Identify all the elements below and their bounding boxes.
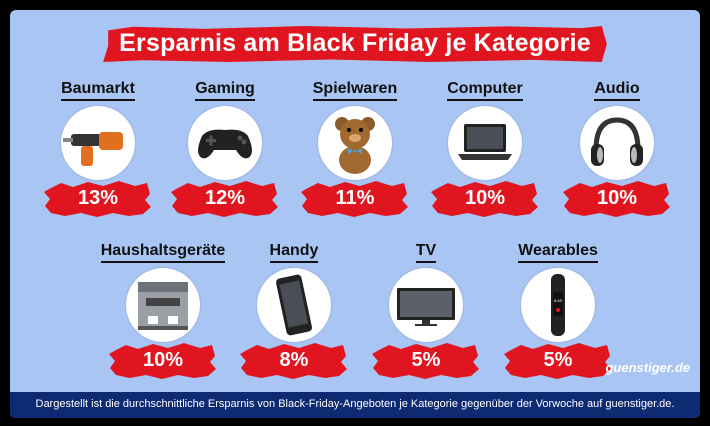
value-badge: 11% — [300, 180, 410, 218]
infographic-panel: Ersparnis am Black Friday je Kategorie B… — [10, 10, 700, 418]
value-badge: 12% — [170, 180, 280, 218]
value-label: 12% — [204, 187, 246, 209]
fitness-tracker-icon: 8:45 — [521, 268, 595, 342]
category-name: Baumarkt — [61, 80, 135, 101]
category-item: TV 5% — [371, 242, 481, 382]
category-label: Handy — [219, 242, 369, 263]
category-item: Haushaltsgeräte 10% — [100, 242, 226, 382]
category-name: Gaming — [195, 80, 255, 101]
category-name: Wearables — [518, 242, 598, 263]
headphones-icon — [580, 106, 654, 180]
value-label: 13% — [77, 187, 119, 209]
category-name: Computer — [447, 80, 523, 101]
value-label: 5% — [543, 349, 573, 371]
category-item: Gaming 12% — [170, 80, 280, 220]
category-name: Handy — [269, 242, 319, 263]
category-label: Spielwaren — [280, 80, 430, 101]
category-name: Haushaltsgeräte — [100, 242, 226, 263]
drill-icon — [61, 106, 135, 180]
category-item: Audio 10% — [562, 80, 672, 220]
smartphone-icon — [257, 268, 331, 342]
category-label: Haushaltsgeräte — [88, 242, 238, 263]
category-label: Audio — [542, 80, 692, 101]
value-label: 10% — [464, 187, 506, 209]
value-label: 8% — [279, 349, 309, 371]
tv-icon — [389, 268, 463, 342]
chart-title: Ersparnis am Black Friday je Kategorie — [103, 26, 607, 62]
title-banner: Ersparnis am Black Friday je Kategorie — [10, 26, 700, 62]
value-badge: 5% — [503, 342, 613, 380]
category-label: TV — [351, 242, 501, 263]
value-badge: 8% — [239, 342, 349, 380]
gamepad-icon — [188, 106, 262, 180]
category-item: Handy 8% — [239, 242, 349, 382]
footer-note: Dargestellt ist die durchschnittliche Er… — [10, 392, 700, 418]
value-badge: 10% — [108, 342, 218, 380]
coffee-machine-icon — [126, 268, 200, 342]
category-item: Baumarkt 13% — [43, 80, 153, 220]
category-item: Spielwaren 11% — [300, 80, 410, 220]
category-name: Spielwaren — [312, 80, 398, 101]
value-badge: 10% — [562, 180, 672, 218]
category-name: TV — [415, 242, 437, 263]
value-badge: 13% — [43, 180, 153, 218]
category-label: Baumarkt — [23, 80, 173, 101]
value-badge: 10% — [430, 180, 540, 218]
category-label: Computer — [410, 80, 560, 101]
value-label: 5% — [411, 349, 441, 371]
value-label: 10% — [596, 187, 638, 209]
category-label: Gaming — [150, 80, 300, 101]
value-badge: 5% — [371, 342, 481, 380]
category-label: Wearables — [483, 242, 633, 263]
category-item: Wearables 8:45 5% — [503, 242, 613, 382]
laptop-icon — [448, 106, 522, 180]
value-label: 11% — [335, 187, 375, 209]
value-label: 10% — [142, 349, 184, 371]
category-name: Audio — [594, 80, 640, 101]
teddy-bear-icon — [318, 106, 392, 180]
svg-text:8:45: 8:45 — [554, 298, 563, 303]
brand-logo: guenstiger.de — [605, 360, 690, 375]
category-item: Computer 10% — [430, 80, 540, 220]
